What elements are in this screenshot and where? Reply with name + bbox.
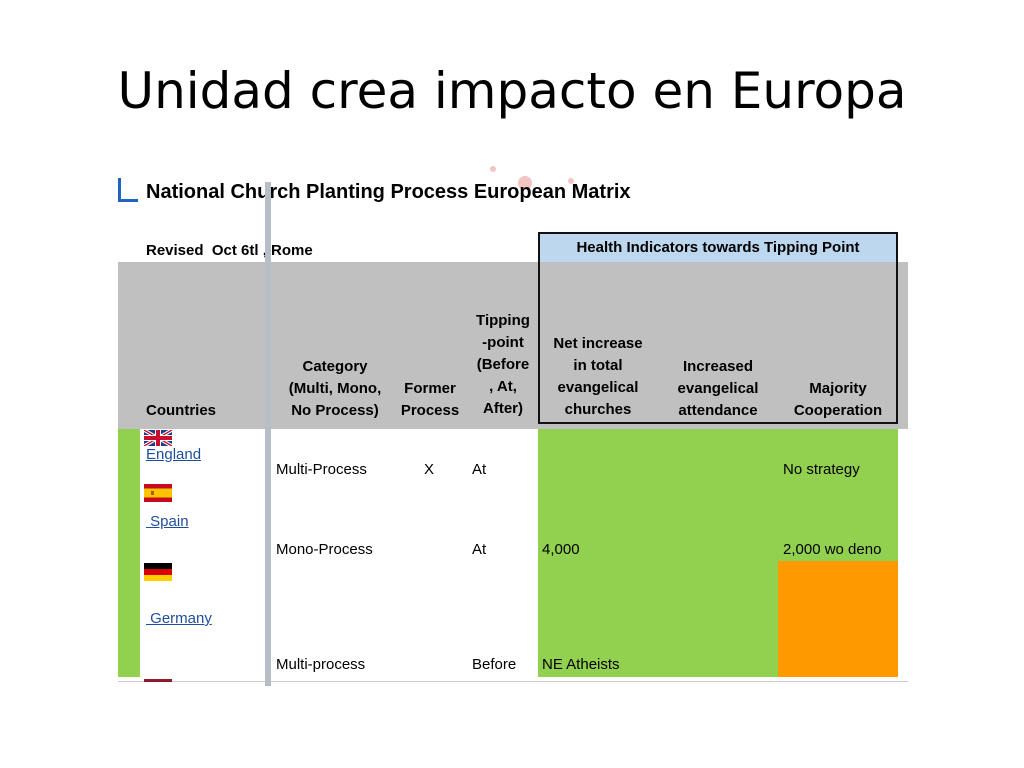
row-spain-tipping: At [472,541,487,558]
col-header-countries: Countries [146,402,217,419]
church-planting-matrix: National Church Planting Process Europea… [118,160,908,690]
col-header-former: Former Process [400,380,460,419]
decorative-dots [490,164,650,190]
row-spain-net-increase: 4,000 [542,541,580,558]
revised-note: Revised Oct 6tl , Rome [146,242,313,259]
row-england-cooperation: No strategy [783,461,860,478]
health-indicators-header [540,234,896,262]
checkbox-marker [118,178,138,202]
row-germany-category: Multi-process [276,656,366,673]
col-header-net-increase: Net increase in total evangelical church… [553,335,643,418]
germany-flag-icon [144,563,172,581]
country-link-england[interactable]: England [146,446,202,463]
vertical-divider [265,182,271,686]
header-band [118,262,908,429]
col-header-category: Category (Multi, Mono, No Process) [288,358,382,419]
row-spain-cooperation: 2,000 wo deno [783,541,882,558]
col-header-attendance: Increased evangelical attendance [677,358,759,419]
row-england-tipping: At [472,461,487,478]
row-germany-tipping: Before [472,656,517,673]
table-bottom-line [118,681,908,682]
cooperation-orange-block [778,561,898,677]
col-header-tipping: Tipping -point (Before , At, After) [476,312,530,417]
row-germany-net-increase: NE Atheists [542,656,620,673]
matrix-title: National Church Planting Process Europea… [146,181,631,203]
row-england-category: Multi-Process [276,461,367,478]
uk-flag-icon [144,430,172,446]
health-indicators-label: Health Indicators towards Tipping Point [576,239,860,256]
partial-flag-icon [144,679,172,682]
spain-flag-icon [144,484,172,502]
row-england-former: X [424,461,435,478]
health-indicators-frame [538,232,898,424]
country-link-germany[interactable]: Germany [146,610,212,627]
row-spain-category: Mono-Process [276,541,373,558]
left-green-bar [118,429,140,677]
country-link-spain[interactable]: Spain [146,513,189,530]
slide-title: Unidad crea impacto en Europa [117,62,907,120]
col-header-cooperation: Majority Cooperation [793,380,883,419]
